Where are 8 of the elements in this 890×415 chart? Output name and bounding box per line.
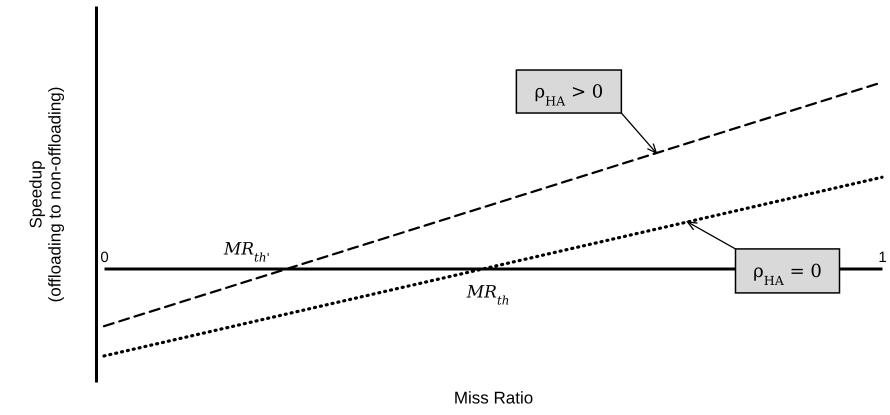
y-axis-title: Speedup (offloading to non-offloading)	[26, 86, 64, 302]
annotation: MR$_{th'}$	[222, 239, 270, 264]
x-tick-label: 0	[100, 248, 109, 266]
text: ρ$_{HA}$ = 0	[753, 260, 822, 288]
annotation: MR$_{th}$	[466, 282, 510, 308]
x-tick-label: 1	[878, 248, 887, 266]
text: ρ$_{HA}$ > 0	[534, 82, 604, 108]
x-axis-title: Miss Ratio	[454, 388, 534, 408]
